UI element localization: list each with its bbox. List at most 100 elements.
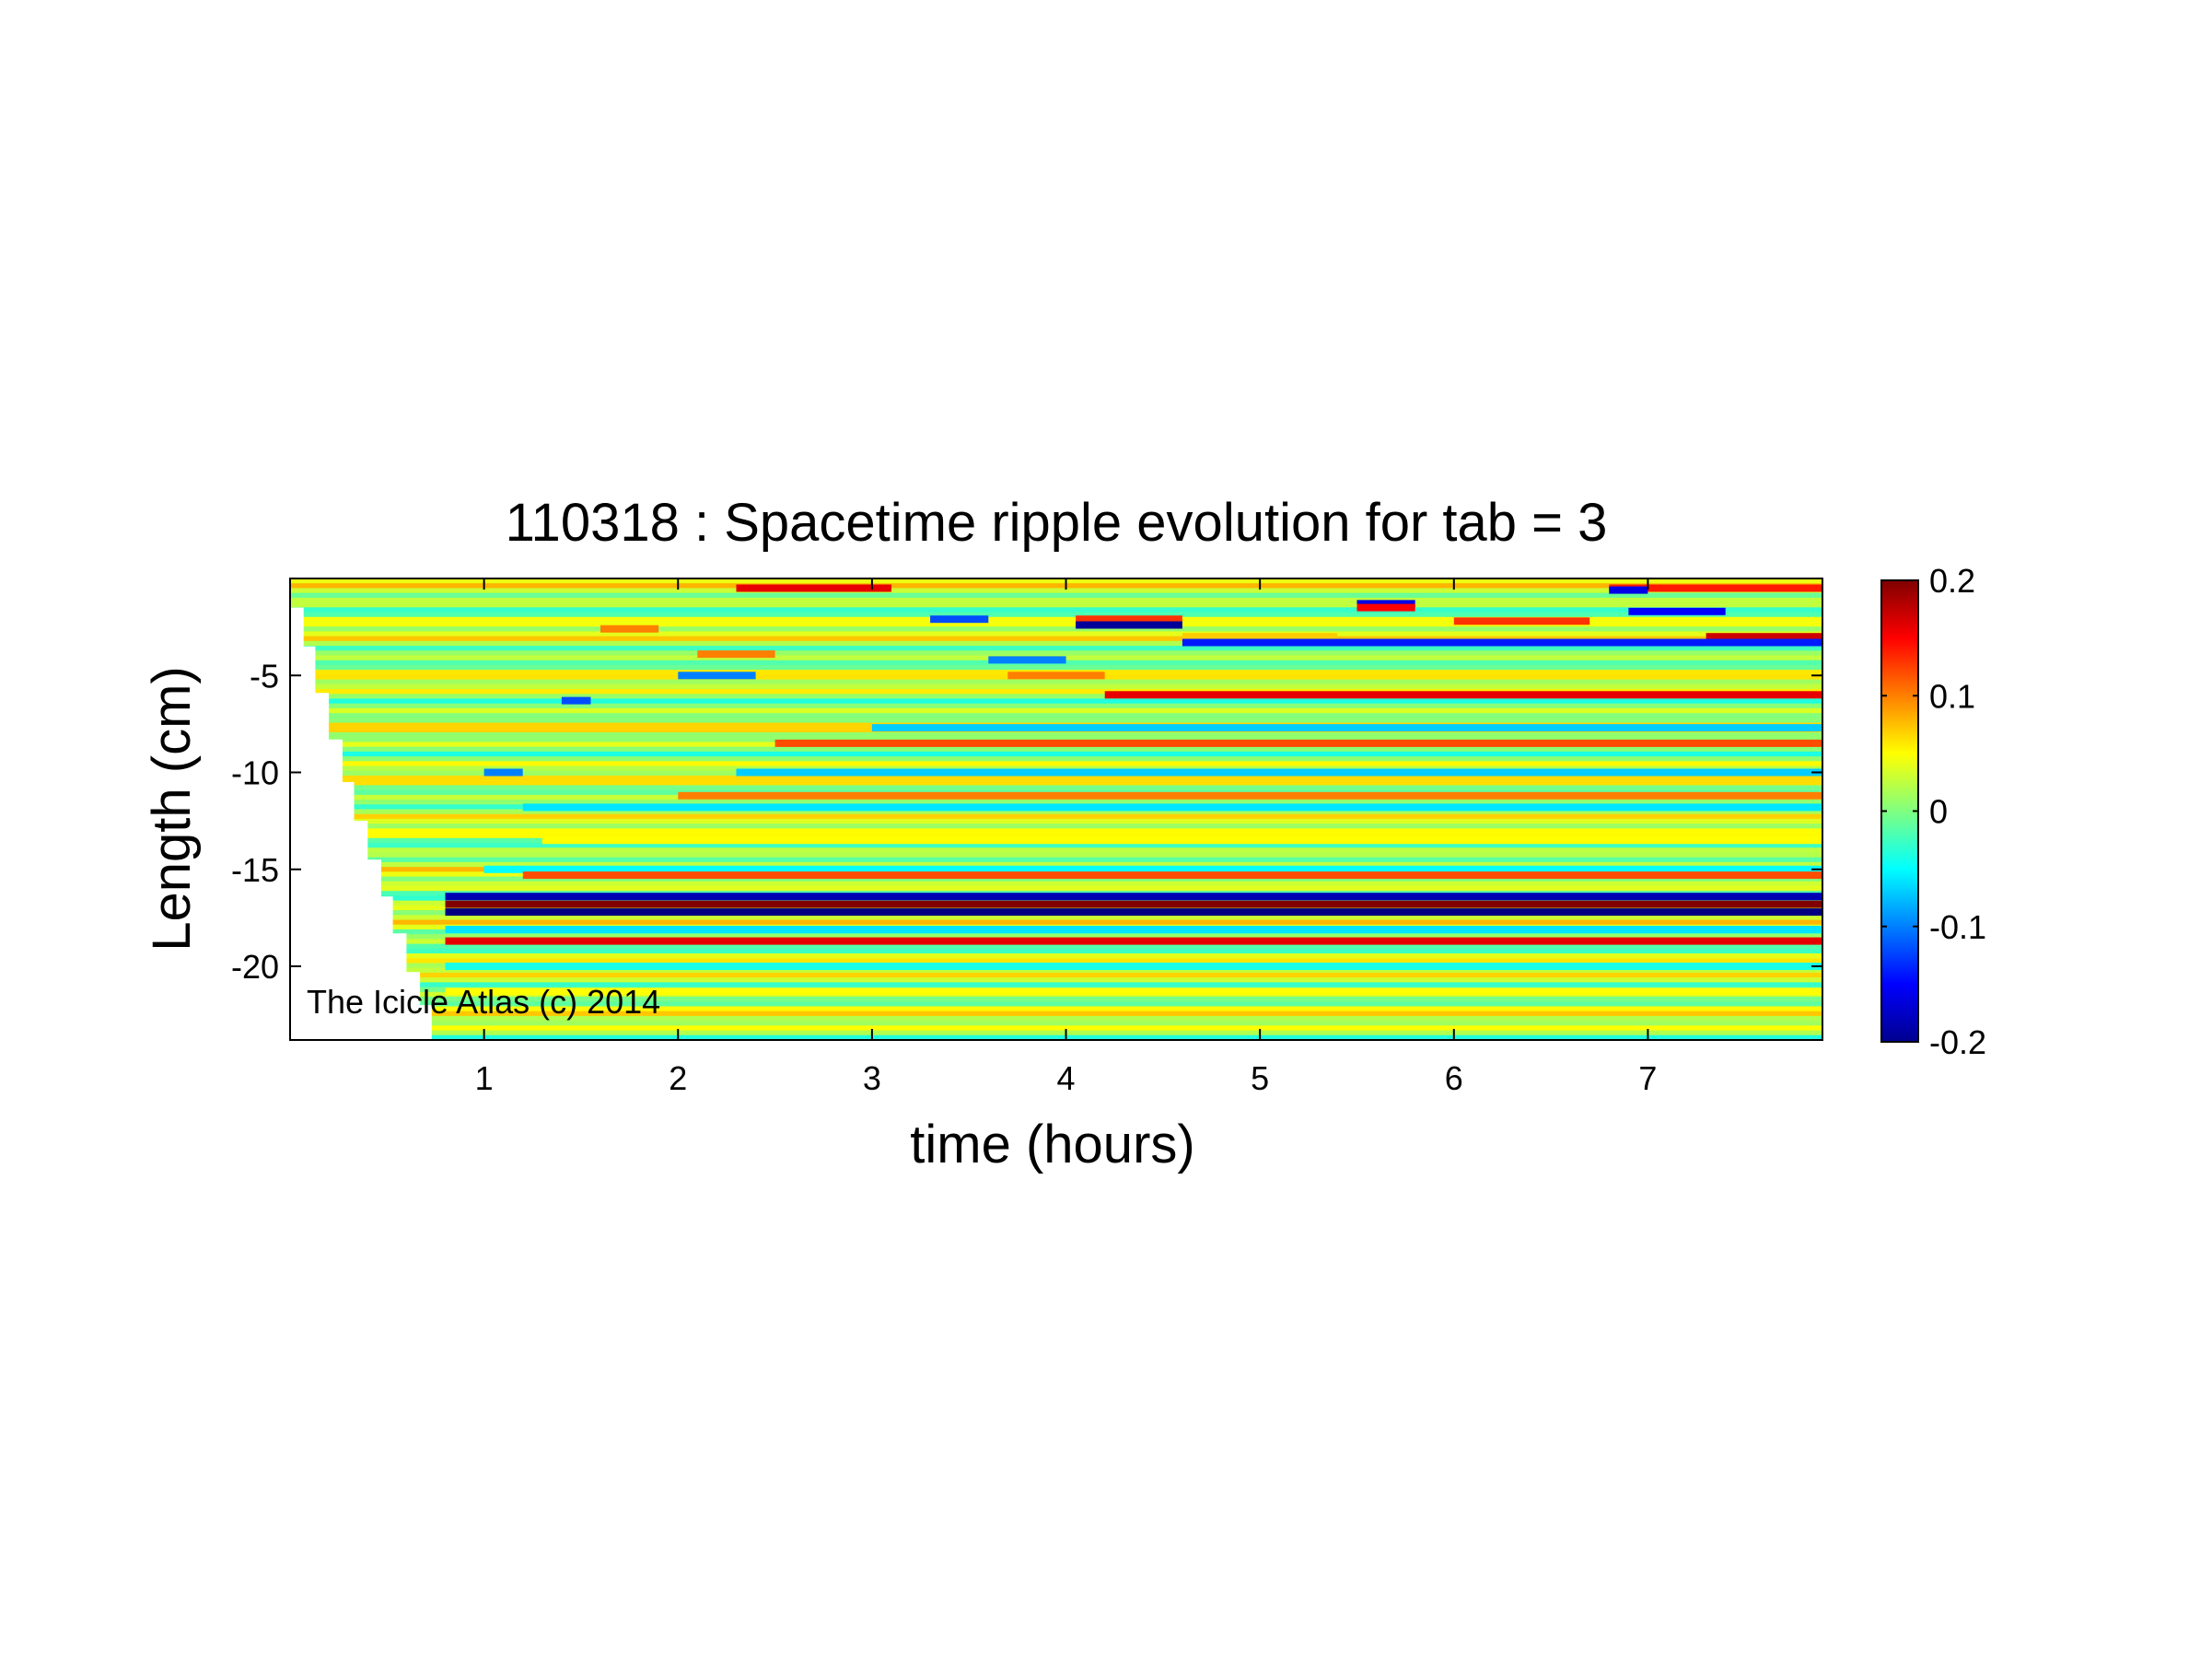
heatmap-row (290, 828, 1822, 835)
ripple-band (1609, 586, 1648, 594)
heatmap-row (290, 1025, 1822, 1032)
ripple-band (678, 672, 756, 680)
y-tick-label: -20 (231, 948, 279, 986)
heatmap-row (290, 703, 1822, 709)
ripple-band (600, 625, 659, 633)
ripple-band (445, 937, 1822, 945)
plot-frame (289, 578, 1823, 1041)
y-tick-label: -15 (231, 851, 279, 889)
heatmap-row (290, 616, 1822, 623)
heatmap-row (290, 646, 1822, 651)
x-tick-label: 3 (863, 1059, 881, 1097)
heatmap-row (290, 982, 1822, 988)
heatmap-row (290, 640, 1822, 647)
heatmap-row (290, 813, 1822, 820)
heatmap-row (290, 997, 1822, 1002)
heatmap-row (290, 886, 1822, 892)
ripple-band (522, 803, 1822, 812)
ripple-band (445, 926, 1822, 933)
heatmap-row (290, 683, 1822, 690)
ripple-band (445, 908, 1822, 917)
colorbar: 0.2 0.1 0 -0.1 -0.2 (1880, 562, 1986, 1061)
heatmap-row (290, 588, 1822, 594)
ripple-band (697, 650, 775, 659)
heatmap-row (290, 919, 1822, 926)
ripple-band (522, 871, 1822, 880)
ripple-band (1104, 691, 1822, 699)
ripple-band (988, 656, 1066, 664)
heatmap-row (290, 1021, 1822, 1026)
heatmap-row (290, 843, 1822, 848)
ripple-band (445, 987, 1822, 996)
heatmap-row (290, 833, 1822, 839)
x-tick-label: 2 (669, 1059, 687, 1097)
heatmap-row (290, 818, 1822, 824)
ripple-band (561, 696, 591, 705)
ripple-band (1706, 633, 1822, 641)
colorbar-tick-label: 0.1 (1929, 677, 1975, 715)
chart-title: 110318 : Spacetime ripple evolution for … (506, 493, 1608, 553)
heatmap-row (290, 857, 1822, 863)
heatmap-row (290, 636, 1822, 642)
heatmap-row (290, 785, 1822, 791)
heatmap-row (290, 934, 1822, 940)
heatmap-row (290, 876, 1822, 882)
heatmap-row (290, 664, 1822, 671)
growth-front-mask (290, 578, 446, 1040)
heatmap-row (290, 689, 1822, 695)
heatmap-area (290, 578, 1822, 1040)
heatmap-row (290, 694, 1822, 700)
y-tick-label: -5 (250, 657, 279, 695)
watermark-text: The Icicle Atlas (c) 2014 (307, 983, 660, 1021)
ripple-band (736, 584, 891, 592)
ripple-band (871, 724, 1822, 732)
ripple-band (1182, 633, 1338, 641)
ripple-band (1609, 584, 1822, 592)
x-tick-label: 5 (1251, 1059, 1269, 1097)
colorbar-ticks: 0.2 0.1 0 -0.1 -0.2 (1881, 562, 1986, 1061)
colorbar-tick-label: -0.2 (1929, 1023, 1986, 1061)
heatmap-row (290, 958, 1822, 964)
ripple-band (483, 865, 1822, 873)
heatmap-row (290, 583, 1822, 590)
ripple-bands (445, 584, 1822, 996)
heatmap-row (290, 578, 1822, 584)
y-tick-label: -10 (231, 754, 279, 792)
x-tick-label: 4 (1057, 1059, 1076, 1097)
ripple-band (1076, 621, 1182, 629)
ripple-band (1628, 607, 1726, 615)
x-tick-label: 1 (475, 1059, 494, 1097)
heatmap-row (290, 746, 1822, 753)
heatmap-row (290, 800, 1822, 805)
ripple-band (930, 615, 989, 624)
ripple-band (1007, 672, 1105, 680)
heatmap-row (290, 1006, 1822, 1012)
heatmap-row (290, 650, 1822, 657)
heatmap-row (290, 905, 1822, 911)
heatmap-row (290, 592, 1822, 599)
ripple-band (445, 963, 1822, 970)
y-axis: -5 -10 -15 -20 (231, 657, 1822, 986)
heatmap-row (290, 597, 1822, 603)
heatmap-row (290, 948, 1822, 954)
heatmap-row (290, 881, 1822, 887)
heatmap-row (290, 732, 1822, 738)
ripple-band (483, 768, 523, 777)
heatmap-row (290, 761, 1822, 767)
heatmap-row (290, 1015, 1822, 1022)
ripple-band (1453, 617, 1590, 625)
heatmap-row (290, 977, 1822, 983)
ripple-band (678, 791, 1822, 800)
heatmap-row (290, 775, 1822, 781)
x-axis-title: time (hours) (910, 1115, 1194, 1174)
heatmap-row (290, 1034, 1822, 1040)
heatmap-row (290, 607, 1822, 613)
colorbar-tick-label: 0.2 (1929, 562, 1975, 600)
heatmap-row (290, 751, 1822, 757)
heatmap-row (290, 915, 1822, 921)
heatmap-row (290, 972, 1822, 978)
x-tick-label: 6 (1445, 1059, 1463, 1097)
heatmap-row (290, 847, 1822, 854)
ripple-band (774, 739, 1822, 747)
